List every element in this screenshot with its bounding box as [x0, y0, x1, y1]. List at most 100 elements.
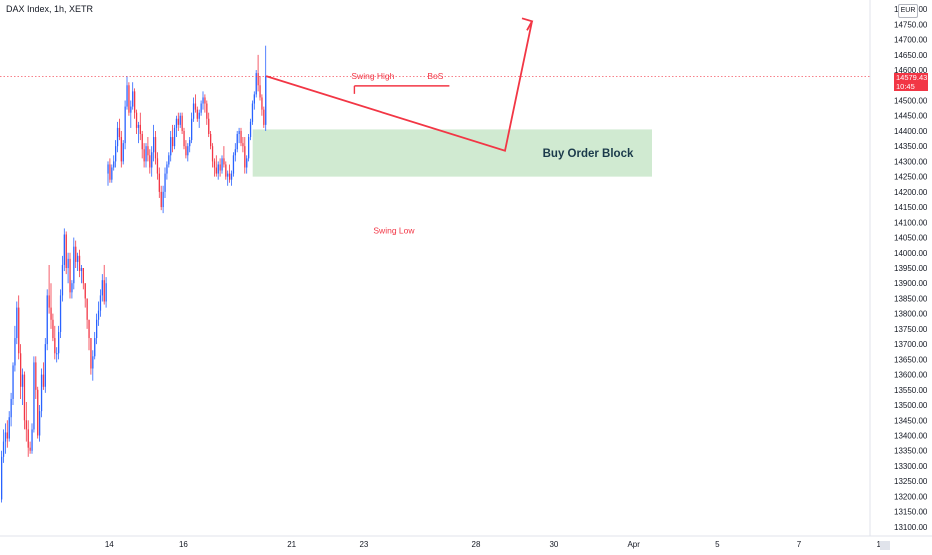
candle — [4, 423, 7, 454]
axis-settings-corner[interactable] — [880, 541, 890, 550]
candle — [145, 143, 147, 168]
candle — [35, 356, 37, 399]
candle — [75, 240, 77, 268]
candle — [179, 112, 181, 128]
currency-badge[interactable]: EUR — [898, 4, 918, 18]
candle — [63, 228, 65, 272]
y-tick-label: 14600.00 — [894, 66, 928, 75]
candle — [210, 130, 212, 150]
candle-body — [191, 118, 193, 141]
y-tick-label: 14000.00 — [894, 249, 928, 258]
candle-body — [215, 167, 217, 174]
candle-body — [219, 164, 221, 171]
candle-body — [1, 456, 3, 500]
candle-body — [115, 146, 117, 162]
candle — [134, 88, 136, 119]
x-tick-label: 14 — [105, 540, 114, 549]
candle-body — [130, 106, 132, 113]
candle-body — [244, 146, 246, 168]
candle-body — [94, 338, 96, 357]
candle — [234, 143, 236, 162]
candle — [149, 149, 151, 174]
candle — [56, 347, 58, 363]
y-tick-label: 13800.00 — [894, 310, 928, 319]
y-tick-label: 13350.00 — [894, 447, 928, 456]
candle — [259, 76, 261, 101]
candle — [251, 100, 254, 125]
candle-body — [162, 191, 164, 208]
candle-body — [170, 137, 172, 156]
candle-body — [124, 106, 126, 144]
candle — [96, 313, 98, 345]
candle-body — [208, 118, 210, 134]
candle — [44, 338, 46, 393]
candle — [20, 344, 22, 399]
candle — [73, 237, 75, 290]
y-tick-label: 14500.00 — [894, 97, 928, 106]
candle — [172, 124, 174, 153]
candle-body — [160, 191, 162, 208]
candle — [48, 264, 50, 314]
candle — [39, 405, 41, 442]
candle-body — [227, 173, 229, 177]
candle — [227, 170, 229, 186]
candle — [191, 112, 193, 144]
candle-body — [23, 374, 26, 421]
chart-title: DAX Index, 1h, XETR — [6, 4, 94, 14]
candle — [166, 161, 168, 180]
candle-body — [149, 155, 151, 168]
candle — [10, 392, 12, 427]
candle-body — [71, 283, 73, 293]
candle-body — [75, 246, 77, 262]
candle-body — [153, 137, 155, 153]
candle — [198, 109, 200, 128]
y-tick-label: 13100.00 — [894, 523, 928, 532]
candle — [263, 106, 265, 128]
candle-body — [196, 109, 198, 119]
y-tick-label: 13450.00 — [894, 416, 928, 425]
y-tick-label: 13500.00 — [894, 401, 928, 410]
x-tick-label: 30 — [549, 540, 558, 549]
candle — [21, 368, 24, 406]
candle — [50, 283, 52, 329]
candle-body — [77, 255, 79, 262]
candle — [187, 143, 189, 162]
candle-body — [69, 258, 71, 293]
candle — [1, 450, 3, 503]
candle-body — [183, 130, 185, 147]
candle — [69, 252, 71, 299]
y-tick-label: 14100.00 — [894, 218, 928, 227]
candle — [107, 161, 109, 186]
candle — [82, 268, 84, 290]
candle-body — [61, 264, 64, 296]
y-tick-label: 14300.00 — [894, 157, 928, 166]
candle-body — [200, 103, 202, 113]
y-tick-label: 13400.00 — [894, 432, 928, 441]
candle — [194, 94, 197, 113]
candle-body — [39, 411, 41, 436]
candle — [18, 295, 20, 360]
candle-body — [236, 134, 238, 150]
candle — [65, 231, 67, 275]
x-tick-label: Apr — [627, 540, 640, 549]
candle-body — [225, 164, 227, 177]
candle-body — [58, 331, 60, 354]
candle — [160, 185, 162, 211]
candle — [111, 164, 113, 183]
candle — [261, 94, 263, 116]
candle — [221, 155, 223, 174]
candle — [215, 155, 217, 177]
candle — [80, 264, 83, 284]
candle — [122, 140, 124, 165]
candle — [42, 362, 45, 390]
candle-body — [97, 310, 100, 320]
candle-body — [113, 161, 115, 168]
y-tick-label: 14150.00 — [894, 203, 928, 212]
candle-body — [90, 338, 92, 369]
y-tick-label: 13550.00 — [894, 386, 928, 395]
candle-body — [164, 173, 166, 192]
candle — [249, 118, 252, 141]
candle-body — [105, 283, 107, 302]
